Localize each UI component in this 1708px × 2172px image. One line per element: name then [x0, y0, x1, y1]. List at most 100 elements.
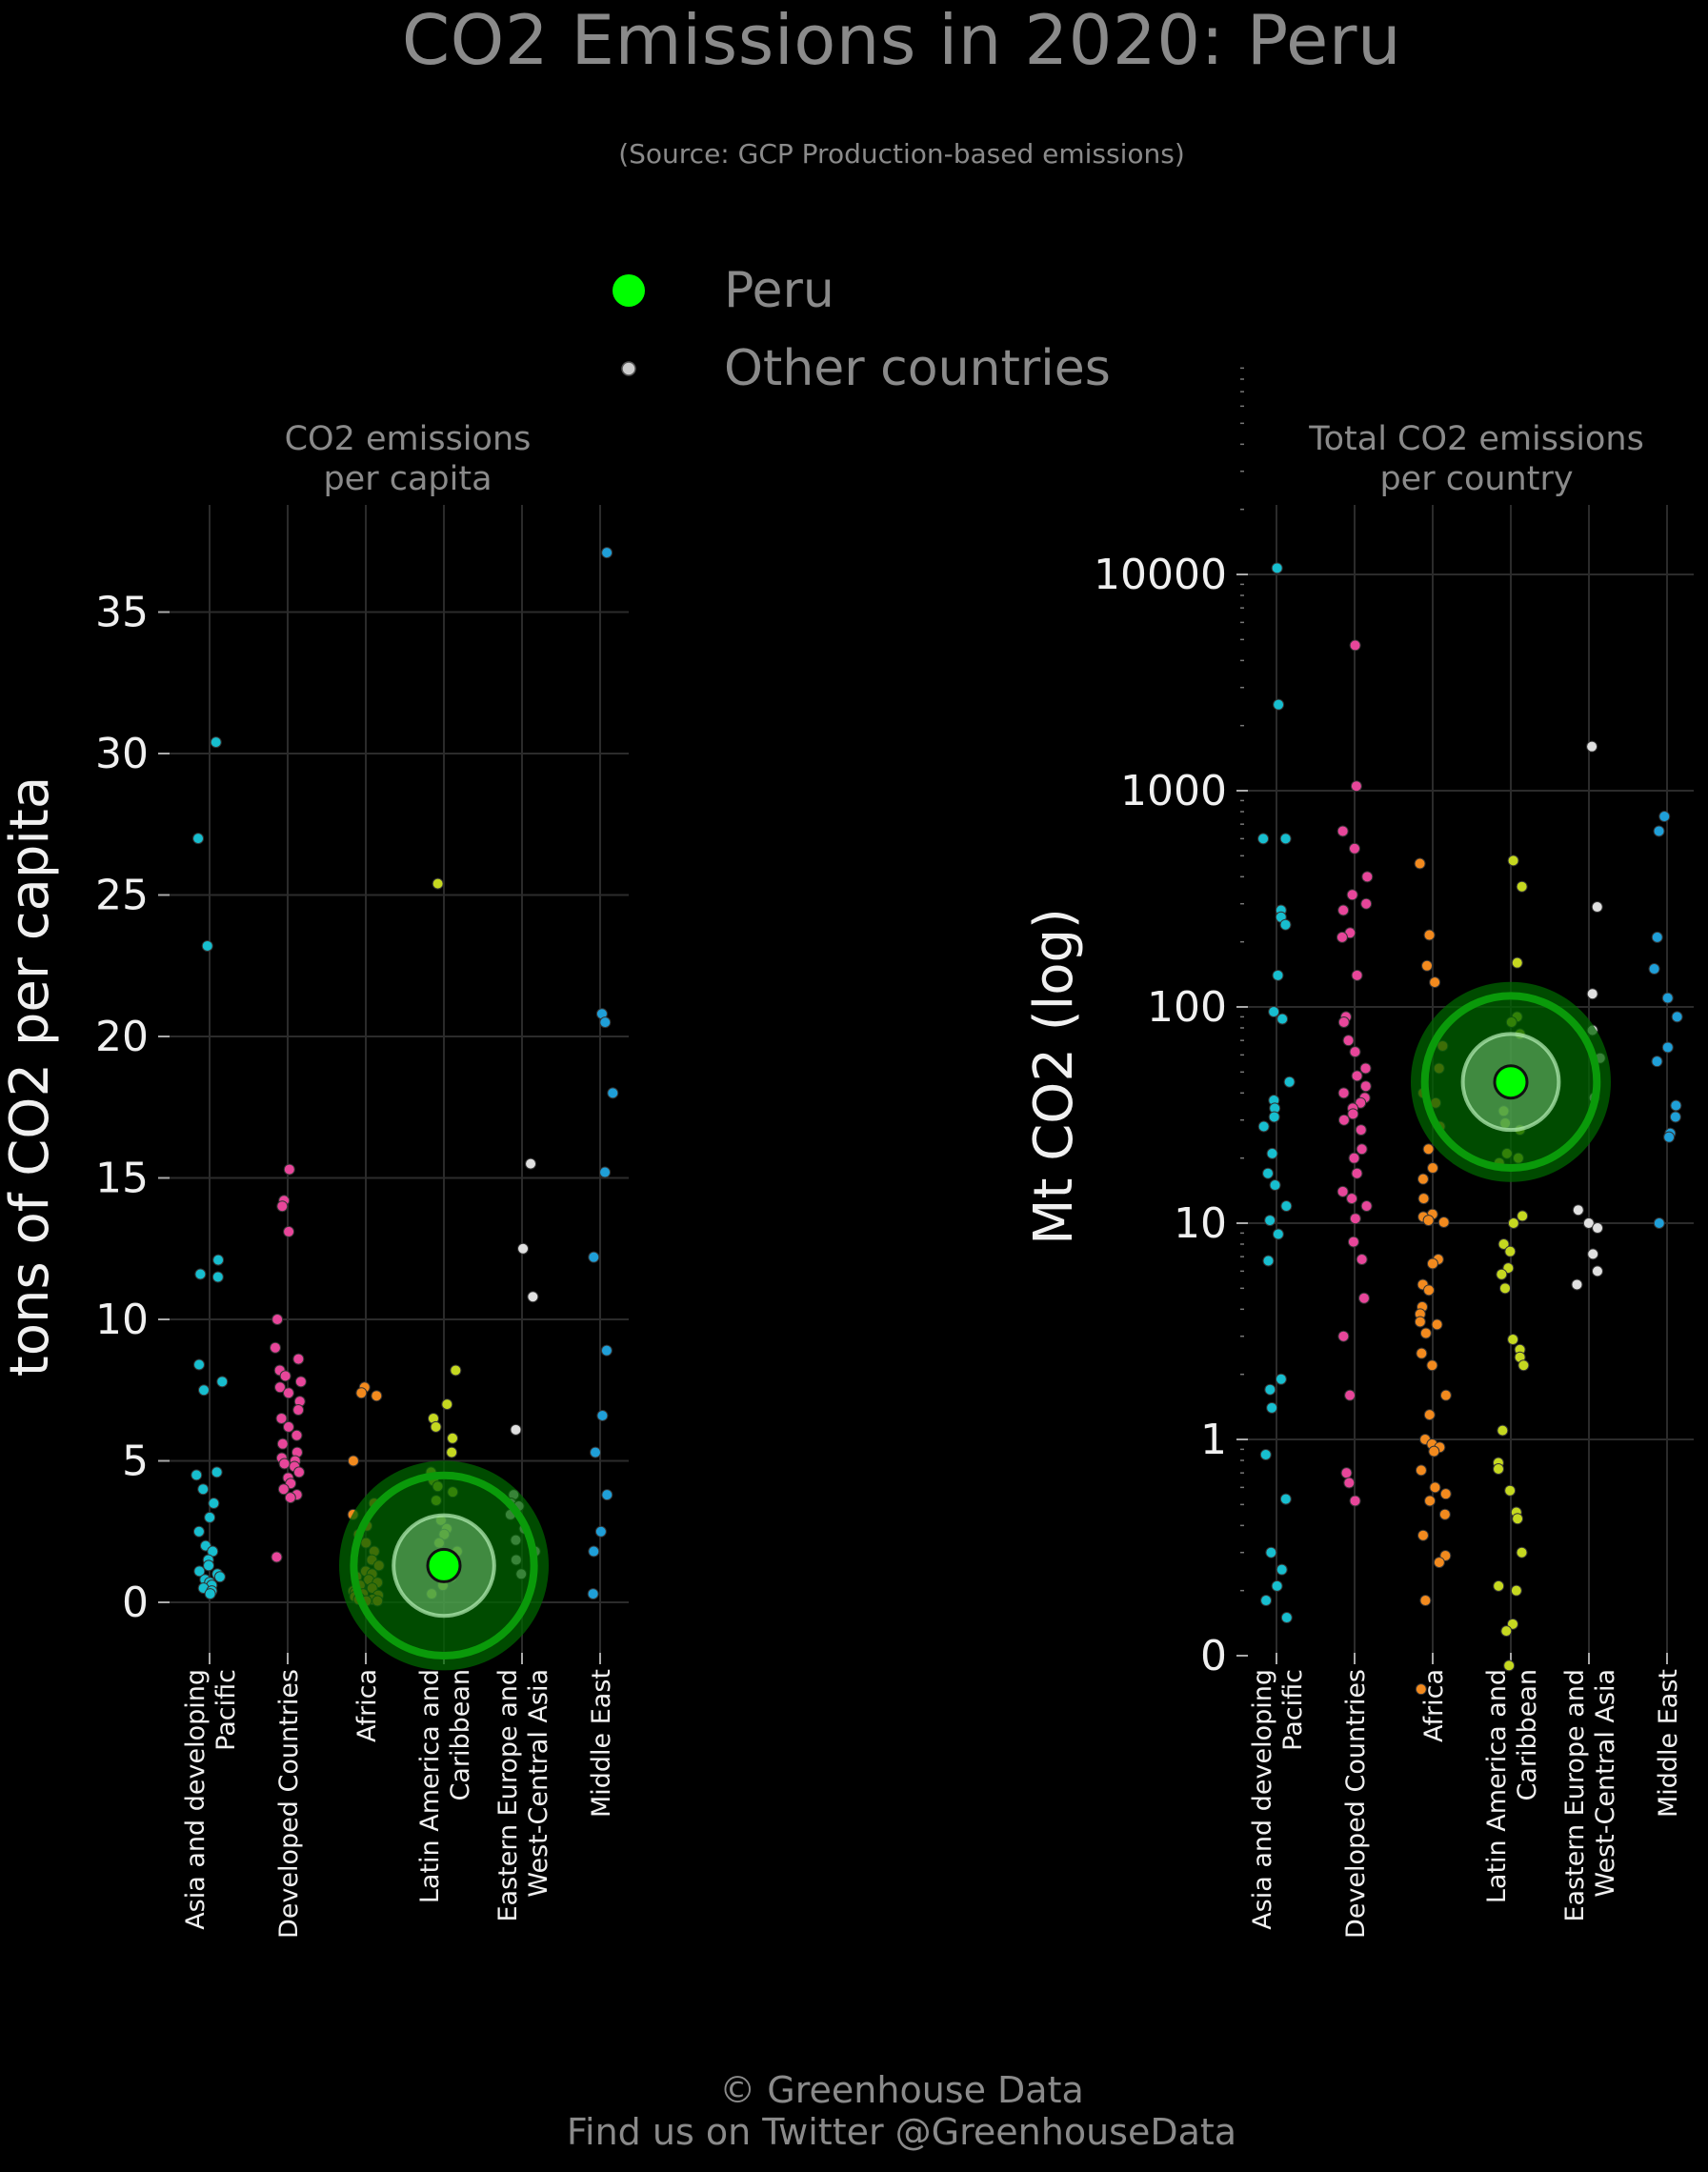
panel0-country-point	[294, 1376, 307, 1388]
panel0-country-point	[447, 1432, 459, 1444]
panel1-country-point	[1651, 1056, 1663, 1068]
legend-item-other: Other countries	[610, 335, 1111, 402]
chart-subtitle: (Source: GCP Production-based emissions)	[618, 138, 1185, 170]
panel1-country-point	[1582, 1217, 1595, 1229]
panel0-xtick-label: Asia and developing Pacific	[181, 1669, 241, 1930]
panel0-country-point	[282, 1387, 294, 1399]
panel0-country-point	[517, 1242, 530, 1255]
panel1-country-point	[1586, 988, 1598, 1000]
panel0-peru-halo-ring	[350, 1471, 538, 1659]
panel1-country-point	[1356, 1143, 1368, 1156]
panel1-country-point	[1337, 1330, 1350, 1342]
panel1-country-point	[1426, 1257, 1438, 1270]
panel1-country-point	[1423, 929, 1436, 941]
panel1-country-point	[1510, 1584, 1522, 1597]
legend-label-peru: Peru	[724, 262, 834, 319]
panel0-country-point	[510, 1423, 522, 1436]
panel1-country-point	[1336, 931, 1348, 943]
panel1-country-point	[1340, 1467, 1353, 1479]
panel1-country-point	[1337, 1114, 1350, 1126]
panel0-country-point	[277, 1483, 290, 1496]
panel1-country-point	[1572, 1204, 1584, 1217]
panel0-country-point	[596, 1409, 609, 1421]
panel1-country-point	[1346, 889, 1358, 901]
panel1-country-point	[1416, 1347, 1428, 1359]
panel1-country-point	[1283, 1076, 1296, 1088]
panel1-country-point	[1272, 969, 1284, 981]
panel1-country-point	[1347, 1236, 1359, 1248]
panel0-country-point	[441, 1398, 453, 1411]
legend-item-peru: Peru	[610, 257, 834, 324]
panel1-country-point	[1669, 1111, 1681, 1123]
panel1-country-point	[1496, 1268, 1508, 1280]
panel1-country-point	[1507, 1618, 1519, 1630]
panel1-country-point	[1264, 1383, 1276, 1396]
panel0-country-point	[212, 1254, 225, 1266]
panel1-country-point	[1360, 897, 1373, 910]
panel1-country-point	[1279, 833, 1292, 845]
panel1-country-point	[1439, 1389, 1452, 1401]
panel1-country-point	[1671, 1011, 1683, 1023]
footer-copyright: © Greenhouse Data	[719, 2069, 1084, 2111]
panel0-xtick-label: Africa	[352, 1669, 382, 1742]
footer: © Greenhouse Data Find us on Twitter @Gr…	[0, 2069, 1708, 2153]
panel0-country-point	[211, 1271, 224, 1283]
panel0-xtick-label: Latin America and Caribbean	[415, 1669, 475, 1903]
panel1-country-point	[1349, 1213, 1361, 1225]
panel1-country-point	[1427, 1162, 1439, 1175]
panel1-country-point	[1279, 918, 1292, 931]
panel1-country-point	[1268, 1111, 1280, 1123]
panel1-country-point	[1497, 1424, 1509, 1437]
panel1-country-point	[1422, 1143, 1435, 1156]
panel1-xtick-label-line: Asia and developing	[1248, 1669, 1277, 1930]
panel1-xtick-label-line: Caribbean	[1513, 1669, 1542, 1801]
panel0-ytick-label: 10	[95, 1296, 149, 1344]
panel1-xtick-label-line: Pacific	[1278, 1669, 1308, 1751]
panel0-country-point	[279, 1370, 291, 1382]
panel1-country-point	[1268, 1006, 1280, 1018]
panel1-country-point	[1653, 1217, 1665, 1229]
panel1-country-point	[1591, 901, 1603, 914]
panel1-country-point	[1429, 1481, 1441, 1494]
panel0-country-point	[270, 1341, 282, 1354]
panel0-country-point	[271, 1551, 283, 1563]
panel1-country-point	[1260, 1595, 1273, 1607]
panel0-country-point	[192, 1525, 205, 1538]
panel1-country-point	[1269, 1179, 1281, 1192]
panel1-country-point	[1497, 1237, 1510, 1250]
panel0-country-point	[273, 1381, 286, 1394]
panel1-country-point	[1349, 639, 1361, 652]
panel0-xtick-label: Eastern Europe and West-Central Asia	[493, 1669, 553, 1922]
panel1-country-point	[1426, 1359, 1438, 1372]
panel0-country-point	[594, 1525, 607, 1538]
panel0-xtick-label: Middle East	[587, 1669, 616, 1818]
panel1-country-point	[1511, 956, 1523, 969]
panel1-country-point	[1337, 904, 1350, 916]
panel1-country-point	[1431, 1318, 1443, 1331]
panel1-country-point	[1504, 1245, 1517, 1257]
panel0-ytick-label: 35	[95, 589, 149, 637]
right-panel-title: Total CO2 emissions per country	[1309, 420, 1644, 498]
panel0-xtick-label-line: Developed Countries	[274, 1669, 304, 1939]
panel0-country-point	[275, 1412, 288, 1424]
panel1-xtick-label-line: West-Central Asia	[1591, 1669, 1620, 1898]
panel1-country-point	[1257, 833, 1270, 845]
panel0-country-point	[588, 1545, 600, 1558]
panel1-country-point	[1276, 1013, 1289, 1025]
panel1-country-point	[1507, 1334, 1519, 1346]
panel0-country-point	[590, 1446, 602, 1458]
panel1-country-point	[1351, 1167, 1363, 1179]
panel1-country-point	[1661, 992, 1674, 1004]
panel0-country-point	[208, 1498, 220, 1510]
panel1-country-point	[1344, 1389, 1356, 1401]
panel1-country-point	[1275, 1373, 1287, 1385]
panel1-xtick-label: Developed Countries	[1341, 1669, 1371, 1939]
panel0-country-point	[216, 1376, 229, 1388]
panel1-country-point	[1346, 1193, 1358, 1205]
panel1-country-point	[1356, 1254, 1368, 1266]
panel0-xtick-label-line: Eastern Europe and	[493, 1669, 523, 1922]
panel0-country-point	[432, 877, 444, 890]
panel1-country-point	[1271, 562, 1283, 574]
panel0-country-point	[210, 736, 222, 749]
